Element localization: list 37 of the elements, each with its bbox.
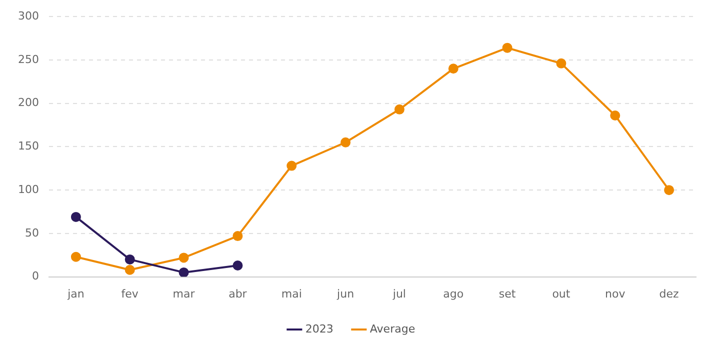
y-tick-label: 250 bbox=[18, 52, 39, 66]
point bbox=[124, 264, 135, 275]
legend-label: 2023 bbox=[305, 322, 334, 336]
point bbox=[340, 137, 351, 148]
point bbox=[70, 212, 81, 222]
point bbox=[232, 260, 243, 271]
legend-label: Average bbox=[370, 322, 416, 336]
x-tick-label: mar bbox=[172, 287, 196, 300]
x-tick-label: abr bbox=[228, 287, 248, 300]
point bbox=[232, 231, 243, 242]
x-tick-label: mai bbox=[281, 287, 302, 300]
x-tick-label: nov bbox=[605, 287, 626, 300]
point bbox=[286, 160, 297, 171]
point bbox=[178, 267, 189, 277]
x-tick-label: set bbox=[498, 287, 516, 300]
y-tick-label: 100 bbox=[18, 182, 39, 196]
x-tick-label: ago bbox=[443, 287, 464, 300]
y-tick-label: 300 bbox=[18, 9, 39, 22]
point bbox=[394, 104, 404, 114]
y-tick-label: 150 bbox=[18, 140, 39, 153]
point bbox=[664, 185, 674, 196]
y-tick-label: 0 bbox=[32, 270, 39, 283]
x-tick-label: dez bbox=[659, 287, 680, 300]
y-tick-label: 200 bbox=[18, 96, 39, 110]
point bbox=[124, 254, 135, 264]
point bbox=[502, 42, 512, 53]
x-tick-label: out bbox=[552, 287, 571, 300]
x-tick-label: jun bbox=[336, 287, 354, 300]
point bbox=[556, 58, 566, 68]
x-tick-label: fev bbox=[121, 287, 139, 300]
y-tick-label: 50 bbox=[24, 226, 39, 240]
x-tick-label: jan bbox=[66, 287, 84, 300]
x-tick-label: jul bbox=[392, 287, 406, 300]
point bbox=[70, 252, 81, 262]
point bbox=[178, 252, 189, 263]
point bbox=[448, 64, 458, 74]
point bbox=[610, 110, 620, 120]
